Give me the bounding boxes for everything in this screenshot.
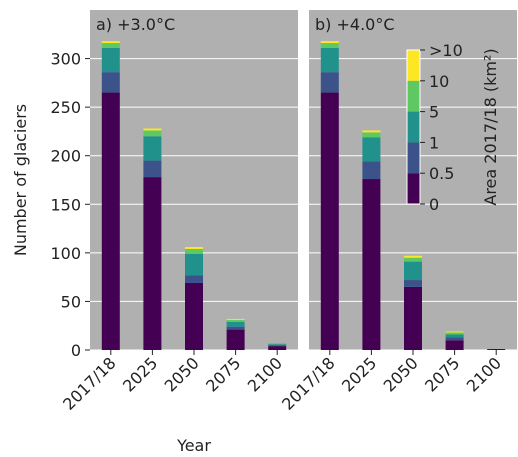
- bar-segment: [445, 332, 464, 335]
- y-tick-label: 0: [71, 341, 81, 360]
- bar-segment: [404, 286, 422, 350]
- colorbar-tick-label: 1: [429, 133, 439, 152]
- colorbar-tick-label: 5: [429, 103, 439, 122]
- bar-segment: [362, 161, 381, 180]
- bar-segment: [320, 41, 339, 44]
- bar-segment: [404, 257, 422, 262]
- bar-segment: [487, 349, 506, 350]
- colorbar-segment: [407, 50, 420, 81]
- x-tick-label: 2025: [338, 353, 380, 395]
- x-tick-label: 2100: [244, 353, 286, 395]
- bar-segment: [101, 92, 120, 351]
- colorbar-segment: [407, 142, 420, 174]
- bar-segment: [445, 340, 464, 350]
- bar-segment: [445, 337, 464, 341]
- bar-segment: [362, 132, 381, 138]
- bar-segment: [185, 253, 203, 276]
- y-tick-label: 100: [50, 244, 81, 263]
- x-tick-label: 2075: [421, 353, 463, 395]
- bar-segment: [185, 247, 203, 249]
- bar-segment: [320, 92, 339, 351]
- x-tick-label: 2017/18: [278, 353, 338, 413]
- x-tick-label: 2050: [161, 353, 203, 395]
- bar-segment: [268, 345, 287, 347]
- bar-segment: [226, 319, 245, 322]
- bar-segment: [143, 128, 162, 131]
- colorbar-segment: [407, 173, 420, 204]
- colorbar-frame: [406, 49, 421, 205]
- colorbar-tick-label: 0: [429, 195, 439, 214]
- y-tick-label: 150: [50, 195, 81, 214]
- colorbar-segment: [407, 111, 420, 143]
- bar-segment: [101, 72, 120, 93]
- y-tick-label: 50: [61, 292, 81, 311]
- colorbar-tick-label: 0.5: [429, 164, 454, 183]
- bar-segment: [404, 261, 422, 281]
- bar-segment: [143, 136, 162, 161]
- bar-segment: [101, 47, 120, 73]
- bar-segment: [101, 41, 120, 44]
- bar-segment: [320, 43, 339, 48]
- x-tick-label: 2050: [380, 353, 422, 395]
- bar-segment: [445, 331, 464, 333]
- bar-segment: [362, 179, 381, 350]
- x-tick-label: 2100: [463, 353, 505, 395]
- bar-segment: [143, 177, 162, 350]
- bar-segment: [226, 329, 245, 350]
- bar-segment: [362, 137, 381, 162]
- panel-title: a) +3.0°C: [96, 15, 175, 34]
- y-tick-label: 300: [50, 50, 81, 69]
- bar-segment: [362, 130, 381, 133]
- bar-segment: [268, 344, 287, 346]
- x-tick-label: 2075: [202, 353, 244, 395]
- bar-segment: [143, 160, 162, 178]
- y-tick-label: 200: [50, 147, 81, 166]
- colorbar-label: Area 2017/18 (km²): [481, 48, 500, 205]
- bar-segment: [445, 334, 464, 338]
- x-tick-label: 2017/18: [59, 353, 119, 413]
- bar-segment: [226, 321, 245, 327]
- x-axis-label: Year: [176, 436, 211, 455]
- bar-segment: [226, 318, 245, 320]
- bar-segment: [268, 346, 287, 350]
- bar-segment: [185, 275, 203, 283]
- bar-segment: [185, 282, 203, 350]
- bar-segment: [185, 248, 203, 254]
- colorbar-segment: [407, 80, 420, 112]
- colorbar-tick-label: 10: [429, 72, 449, 91]
- bar-segment: [226, 326, 245, 330]
- bar-segment: [320, 47, 339, 73]
- bar-segment: [268, 343, 287, 345]
- bar-segment: [320, 72, 339, 93]
- x-tick-label: 2025: [119, 353, 161, 395]
- y-tick-label: 250: [50, 98, 81, 117]
- panel-title: b) +4.0°C: [315, 15, 395, 34]
- bar-segment: [404, 255, 422, 258]
- bar-segment: [404, 280, 422, 287]
- y-axis-label: Number of glaciers: [11, 104, 30, 256]
- bar-segment: [101, 43, 120, 48]
- colorbar-tick-label: >10: [429, 41, 463, 60]
- bar-segment: [143, 130, 162, 137]
